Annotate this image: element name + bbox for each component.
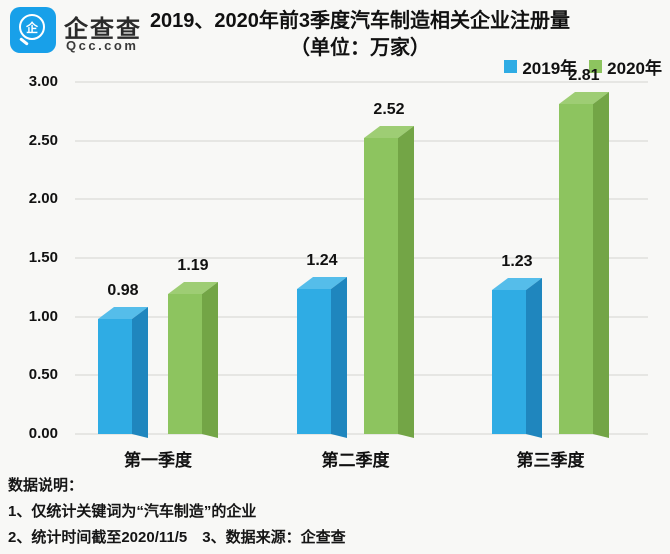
bar-front-face	[168, 294, 202, 434]
legend-swatch-icon	[504, 60, 518, 73]
brand-domain: Qcc.com	[66, 38, 139, 53]
bar-side-face	[132, 307, 148, 438]
x-axis-label-第三季度: 第三季度	[516, 451, 585, 470]
legend-swatch-icon	[589, 60, 603, 73]
chart-title: 2019、2020年前3季度汽车制造相关企业注册量 （单位：万家）	[110, 8, 610, 61]
bar-top-face	[364, 126, 414, 138]
legend-item-2020年: 2020年	[589, 54, 662, 79]
notes-line1: 1、仅统计关键词为“汽车制造”的企业	[8, 503, 257, 520]
brand-name: 企查查	[64, 16, 142, 43]
bar-2019年-第三季度: 1.23	[492, 253, 542, 438]
bar-value-label: 2.52	[373, 101, 405, 118]
bar-front-face	[98, 319, 132, 434]
bar-side-face	[593, 92, 609, 438]
gridline-1.50	[75, 257, 648, 259]
bar-front-face	[364, 138, 398, 434]
gridline-1.00	[75, 315, 648, 318]
plot-area: 0.98 1.19 1.24 2.52 1.23 2.81	[75, 67, 648, 438]
bar-value-label: 1.24	[306, 252, 338, 269]
x-axis-label-第二季度: 第二季度	[321, 451, 390, 470]
y-tick-label-0.00: 0.00	[28, 425, 58, 442]
bar-value-label: 2.81	[568, 67, 600, 84]
bar-value-label: 1.19	[177, 257, 209, 274]
gridline-2.00	[75, 198, 648, 201]
bar-side-face	[331, 277, 347, 438]
bar-top-face	[98, 307, 148, 319]
bar-2020年-第二季度: 2.52	[364, 101, 414, 438]
bar-side-face	[398, 126, 414, 438]
bar-value-label: 0.98	[107, 282, 139, 299]
notes-line2: 2、统计时间截至2020/11/5 3、数据来源：企查查	[8, 529, 346, 546]
gridline-2.50	[75, 139, 648, 142]
bar-2020年-第三季度: 2.81	[559, 67, 609, 438]
chart-title-line1: 2019、2020年前3季度汽车制造相关企业注册量	[149, 10, 571, 32]
bar-2019年-第二季度: 1.24	[297, 252, 347, 438]
bar-value-label: 1.23	[501, 253, 533, 270]
legend-label: 2020年	[607, 59, 662, 78]
legend: 2019年 2020年	[504, 54, 662, 79]
y-tick-label-3.00: 3.00	[28, 73, 58, 90]
y-tick-label-1.00: 1.00	[28, 307, 58, 325]
legend-label: 2019年	[522, 59, 578, 78]
x-axis-label-第一季度: 第一季度	[124, 451, 192, 470]
bar-top-face	[297, 277, 347, 289]
bar-2020年-第一季度: 1.19	[168, 257, 218, 438]
bar-front-face	[559, 104, 593, 434]
bar-side-face	[526, 278, 542, 438]
y-tick-label-2.50: 2.50	[28, 131, 58, 149]
notes-heading: 数据说明：	[8, 477, 84, 494]
bar-top-face	[168, 282, 218, 294]
legend-item-2019年: 2019年	[504, 54, 577, 79]
bar-front-face	[492, 290, 526, 434]
logo-magnifier-icon: 企	[19, 14, 45, 40]
bar-2019年-第一季度: 0.98	[98, 282, 148, 438]
bar-top-face	[559, 92, 609, 104]
qcc-logo-icon: 企	[10, 7, 56, 53]
gridline-0.00	[75, 433, 648, 435]
bar-side-face	[202, 282, 218, 438]
y-tick-label-2.00: 2.00	[28, 190, 58, 208]
y-tick-label-1.50: 1.50	[28, 249, 58, 266]
bar-front-face	[297, 289, 331, 434]
bar-top-face	[492, 278, 542, 290]
y-tick-label-0.50: 0.50	[28, 366, 58, 384]
data-notes: 数据说明： 1、仅统计关键词为“汽车制造”的企业 2、统计时间截至2020/11…	[8, 473, 346, 551]
chart-title-unit: （单位：万家）	[290, 37, 430, 59]
gridline-0.50	[75, 374, 648, 377]
gridline-3.00	[75, 81, 648, 83]
